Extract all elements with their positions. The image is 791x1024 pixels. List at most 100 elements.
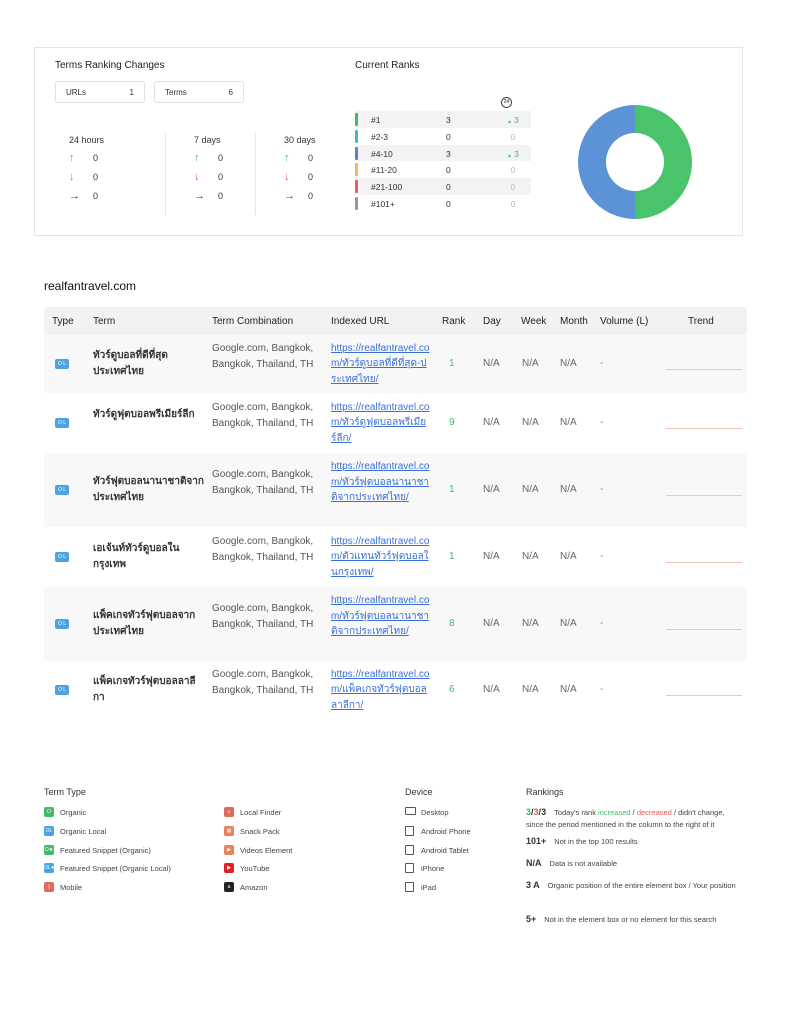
header-week: Week	[521, 316, 547, 327]
ranking-changes-title: Terms Ranking Changes	[55, 60, 165, 71]
indexed-url-link[interactable]: https://realfantravel.com/ทัวร์ฟุตบอลนาน…	[331, 461, 430, 503]
period-down-row: ↓ 0	[284, 171, 313, 183]
organic-local-icon: O L	[55, 619, 69, 629]
period-up-count: 0	[93, 153, 99, 163]
device-title: Device	[405, 787, 433, 797]
volume-value: -	[600, 551, 604, 562]
indexed-url-link[interactable]: https://realfantravel.com/ทัวร์ดูบอลที่ด…	[331, 342, 430, 385]
rank-value: 6	[449, 684, 455, 695]
rank-row: #4-10 3 ▲ 3	[355, 144, 531, 162]
summary-card: Terms Ranking Changes URLs 1 Terms 6 24 …	[34, 47, 743, 236]
indexed-url-link[interactable]: https://realfantravel.com/ทัวร์ดูฟุตบอลพ…	[331, 401, 430, 444]
header-combination: Term Combination	[212, 316, 294, 327]
period-label: 7 days	[194, 135, 221, 145]
month-value: N/A	[560, 618, 577, 629]
term-text: แพ็คเกจทัวร์ฟุตบอลจากประเทศไทย	[93, 610, 196, 637]
rank-change-value: 0	[510, 198, 516, 209]
term-text: ทัวร์ดูฟุตบอลพรีเมียร์ลีก	[93, 409, 195, 420]
legend-label: iPad	[421, 883, 437, 893]
period-column: 7 days ↑ 0 ↓ 0 → 0	[165, 133, 255, 215]
header-month: Month	[560, 316, 588, 327]
donut-slice-410[interactable]	[578, 105, 635, 219]
rank-list: #1 3 ▲ 3 #2-3 0 0 #4-10 3 ▲ 3 #11-20 0 0 #21-100 0 0 #101…	[355, 111, 531, 212]
period-down-count: 0	[93, 172, 99, 182]
rank-count: 0	[446, 198, 451, 209]
triangle-up-icon: ▲	[507, 119, 513, 125]
rk-unchanged-sample: 3	[541, 807, 547, 817]
donut-slice-1[interactable]	[635, 105, 692, 219]
term-text: แพ็คเกจทัวร์ฟุตบอลลาลีกา	[93, 676, 196, 703]
youtube-icon: ▶	[224, 863, 234, 874]
rank-label: #2-3	[371, 131, 389, 142]
rank-row: #1 3 ▲ 3	[355, 111, 531, 128]
header-type: Type	[52, 316, 74, 327]
rank-change: ▲ 3	[501, 115, 525, 125]
period-flat-row: → 0	[284, 190, 313, 202]
rk5-key: 5+	[526, 914, 537, 924]
period-down-row: ↓ 0	[194, 171, 223, 183]
trend-sparkline	[666, 562, 742, 563]
trend-sparkline	[666, 369, 742, 370]
rank-change: ▲ 3	[501, 149, 525, 159]
rank-row: #2-3 0 0	[355, 128, 531, 145]
rk1-increased: increased	[598, 808, 631, 817]
month-value: N/A	[560, 417, 577, 428]
organic-local-icon: O L	[55, 418, 69, 428]
organic-icon: O	[44, 807, 54, 817]
indexed-url-link[interactable]: https://realfantravel.com/แพ็คเกจทัวร์ฟุ…	[331, 668, 430, 711]
week-value: N/A	[522, 551, 539, 562]
featured-snippet-organic-icon: O★	[44, 844, 54, 855]
current-ranks-title: Current Ranks	[355, 60, 420, 71]
table-row: O L แพ็คเกจทัวร์ฟุตบอลลาลีกา Google.com, B…	[44, 661, 747, 719]
legend-label: Videos Element	[240, 845, 293, 855]
indexed-url-link[interactable]: https://realfantravel.com/ตัวแทนทัวร์ฟุต…	[331, 535, 430, 578]
period-flat-count: 0	[308, 191, 314, 201]
indexed-url-link[interactable]: https://realfantravel.com/ทัวร์ฟุตบอลนาน…	[331, 595, 430, 637]
organic-local-icon: O L	[55, 685, 69, 695]
rank-label: #4-10	[371, 148, 393, 159]
organic-local-icon: O L	[55, 485, 69, 495]
rank-change-value: 3	[514, 115, 519, 125]
table-header: Type Term Term Combination Indexed URL R…	[44, 307, 747, 335]
ipad-icon	[405, 882, 414, 893]
rank-label: #11-20	[371, 165, 397, 176]
rank-value: 8	[449, 618, 455, 629]
term-combination: Google.com, Bangkok, Bangkok, Thailand, …	[212, 402, 314, 429]
rank-label: #101+	[371, 198, 395, 209]
volume-value: -	[600, 484, 604, 495]
rank-row: #21-100 0 0	[355, 178, 531, 195]
triangle-up-icon: ▲	[507, 152, 513, 159]
period-column: 30 days ↑ 0 ↓ 0 → 0	[255, 133, 345, 215]
volume-value: -	[600, 618, 604, 629]
rank-change: 0	[501, 165, 525, 175]
rank-change-value: 0	[510, 165, 516, 176]
rank-color-bar	[355, 180, 358, 194]
legend-label: Amazon	[240, 883, 268, 893]
volume-value: -	[600, 417, 604, 428]
legend-label: Organic Local	[60, 826, 107, 836]
term-text: ทัวร์ฟุตบอลนานาชาติจากประเทศไทย	[93, 476, 204, 503]
legend-label: Featured Snippet (Organic Local)	[60, 864, 171, 874]
legend-label: Featured Snippet (Organic)	[60, 845, 151, 855]
table-row: O L เอเจ้นท์ทัวร์ดูบอลในกรุงเทพ Google.com…	[44, 527, 747, 587]
rank-count: 0	[446, 182, 451, 193]
rankings-title: Rankings	[526, 787, 564, 797]
amazon-icon: a	[224, 882, 234, 893]
urls-label: URLs	[66, 88, 87, 97]
arrow-down-icon: ↓	[69, 171, 75, 183]
trend-sparkline	[666, 629, 742, 630]
arrow-up-icon: ↑	[284, 152, 290, 164]
terms-count: 6	[228, 88, 233, 97]
rank-color-bar	[355, 113, 358, 126]
period-flat-count: 0	[93, 191, 99, 201]
rk1-decreased: decreased	[636, 808, 672, 817]
rankings-legend-element: 3 A Organic position of the entire elemen…	[526, 879, 736, 892]
month-value: N/A	[560, 684, 577, 695]
rankings-legend-change: 3/3/3 Today's rank increased / decreased …	[526, 807, 725, 829]
period-flat-row: → 0	[194, 190, 223, 202]
rk4-key: 3 A	[526, 880, 540, 890]
legend-label: Snack Pack	[240, 826, 280, 836]
videos-element-icon: ▶	[224, 844, 234, 855]
rank-color-bar	[355, 129, 358, 143]
table-row: O L แพ็คเกจทัวร์ฟุตบอลจากประเทศไทย Google.…	[44, 587, 747, 661]
